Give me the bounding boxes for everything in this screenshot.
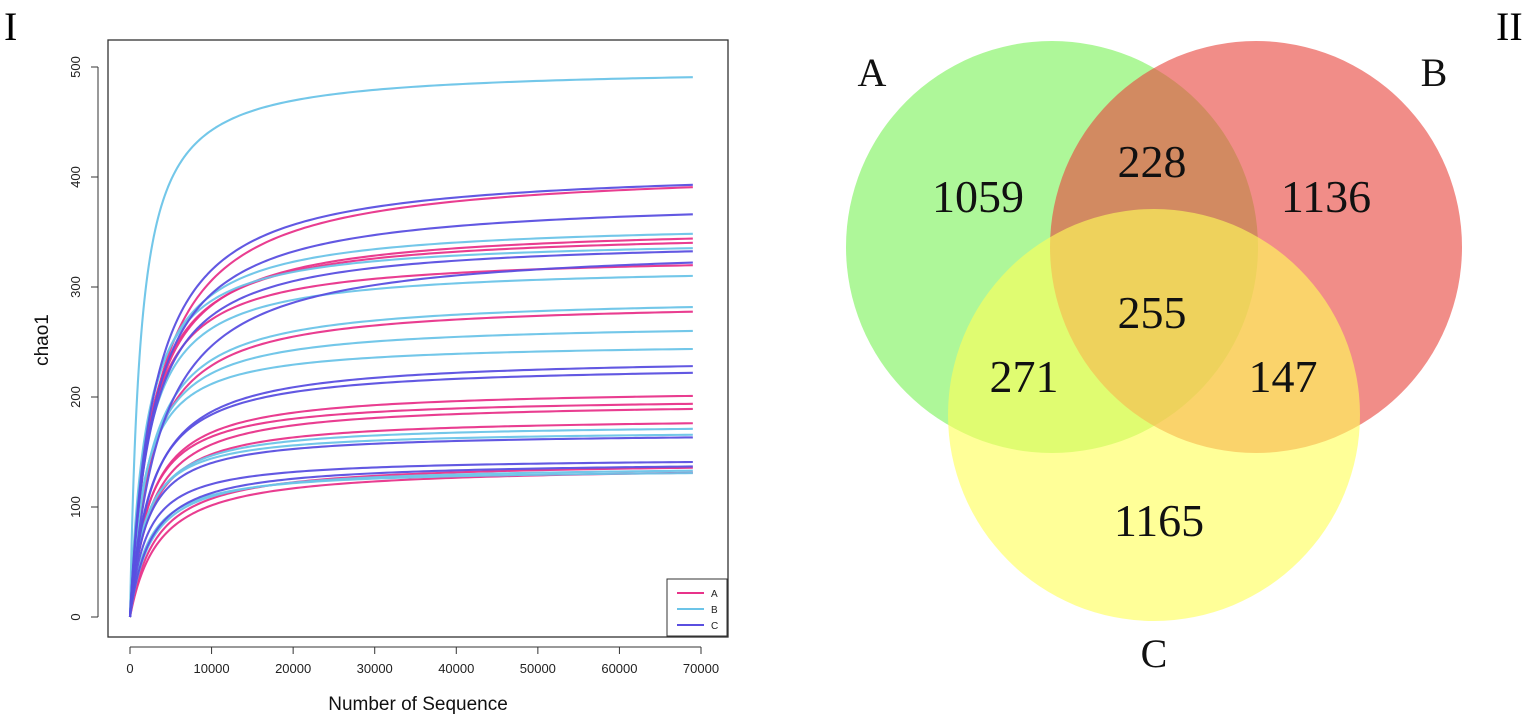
panel-label-left: I — [4, 4, 17, 49]
curve-a-9 — [128, 466, 693, 618]
venn-diagram: A B C 1059 1136 1165 228 271 147 255 — [846, 41, 1462, 676]
x-tick-label: 40000 — [438, 661, 474, 676]
venn-count-c-only: 1165 — [1114, 495, 1204, 546]
venn-count-b-only: 1136 — [1281, 171, 1371, 222]
venn-circle-c — [948, 209, 1360, 621]
curve-c-28 — [128, 436, 693, 618]
venn-count-a-c: 271 — [990, 351, 1059, 402]
x-tick-label: 70000 — [683, 661, 719, 676]
legend-box — [666, 578, 728, 637]
panel-label-right: II — [1496, 4, 1523, 49]
x-tick-label: 10000 — [193, 661, 229, 676]
rarefaction-chart: 0 10000 20000 30000 40000 50000 60000 70000 0 10… — [32, 39, 729, 715]
x-tick-label: 50000 — [520, 661, 556, 676]
plot-frame — [107, 39, 729, 638]
y-tick-label: 300 — [68, 276, 83, 298]
curve-a-1 — [128, 237, 693, 618]
legend-label-c: C — [711, 621, 718, 632]
curve-c-27 — [128, 371, 693, 618]
y-tick-label: 100 — [68, 496, 83, 518]
curve-c-25 — [128, 261, 693, 618]
x-axis-title: Number of Sequence — [328, 694, 508, 715]
x-axis: 0 10000 20000 30000 40000 50000 60000 70000 — [126, 646, 719, 676]
venn-count-a-only: 1059 — [932, 171, 1024, 222]
x-tick-label: 60000 — [601, 661, 637, 676]
curve-b-19 — [128, 433, 693, 618]
legend-label-a: A — [711, 589, 718, 600]
venn-label-b: B — [1421, 50, 1448, 95]
x-tick-label: 0 — [126, 661, 133, 676]
curve-b-13 — [128, 247, 693, 618]
x-tick-label: 20000 — [275, 661, 311, 676]
x-tick-label: 30000 — [357, 661, 393, 676]
curve-b-14 — [128, 274, 693, 618]
venn-label-c: C — [1141, 631, 1168, 676]
curve-c-30 — [128, 465, 693, 618]
y-tick-label: 200 — [68, 386, 83, 408]
y-axis: 0 100 200 300 400 500 — [68, 56, 99, 621]
curve-c-29 — [128, 460, 693, 618]
y-axis-title: chao1 — [32, 314, 53, 366]
y-tick-label: 0 — [68, 613, 83, 620]
venn-count-a-b: 228 — [1118, 136, 1187, 187]
curve-c-24 — [128, 250, 693, 618]
curve-group — [128, 76, 693, 619]
venn-count-b-c: 147 — [1249, 351, 1318, 402]
y-tick-label: 400 — [68, 166, 83, 188]
legend-label-b: B — [711, 605, 718, 616]
curve-b-11 — [128, 76, 693, 618]
venn-label-a: A — [858, 50, 887, 95]
curve-b-21 — [128, 472, 693, 618]
venn-count-a-b-c: 255 — [1118, 287, 1187, 338]
curve-a-8 — [128, 422, 693, 618]
curve-c-22 — [128, 183, 693, 618]
y-tick-label: 500 — [68, 56, 83, 78]
curve-b-17 — [128, 347, 693, 618]
legend: A B C — [666, 578, 728, 637]
